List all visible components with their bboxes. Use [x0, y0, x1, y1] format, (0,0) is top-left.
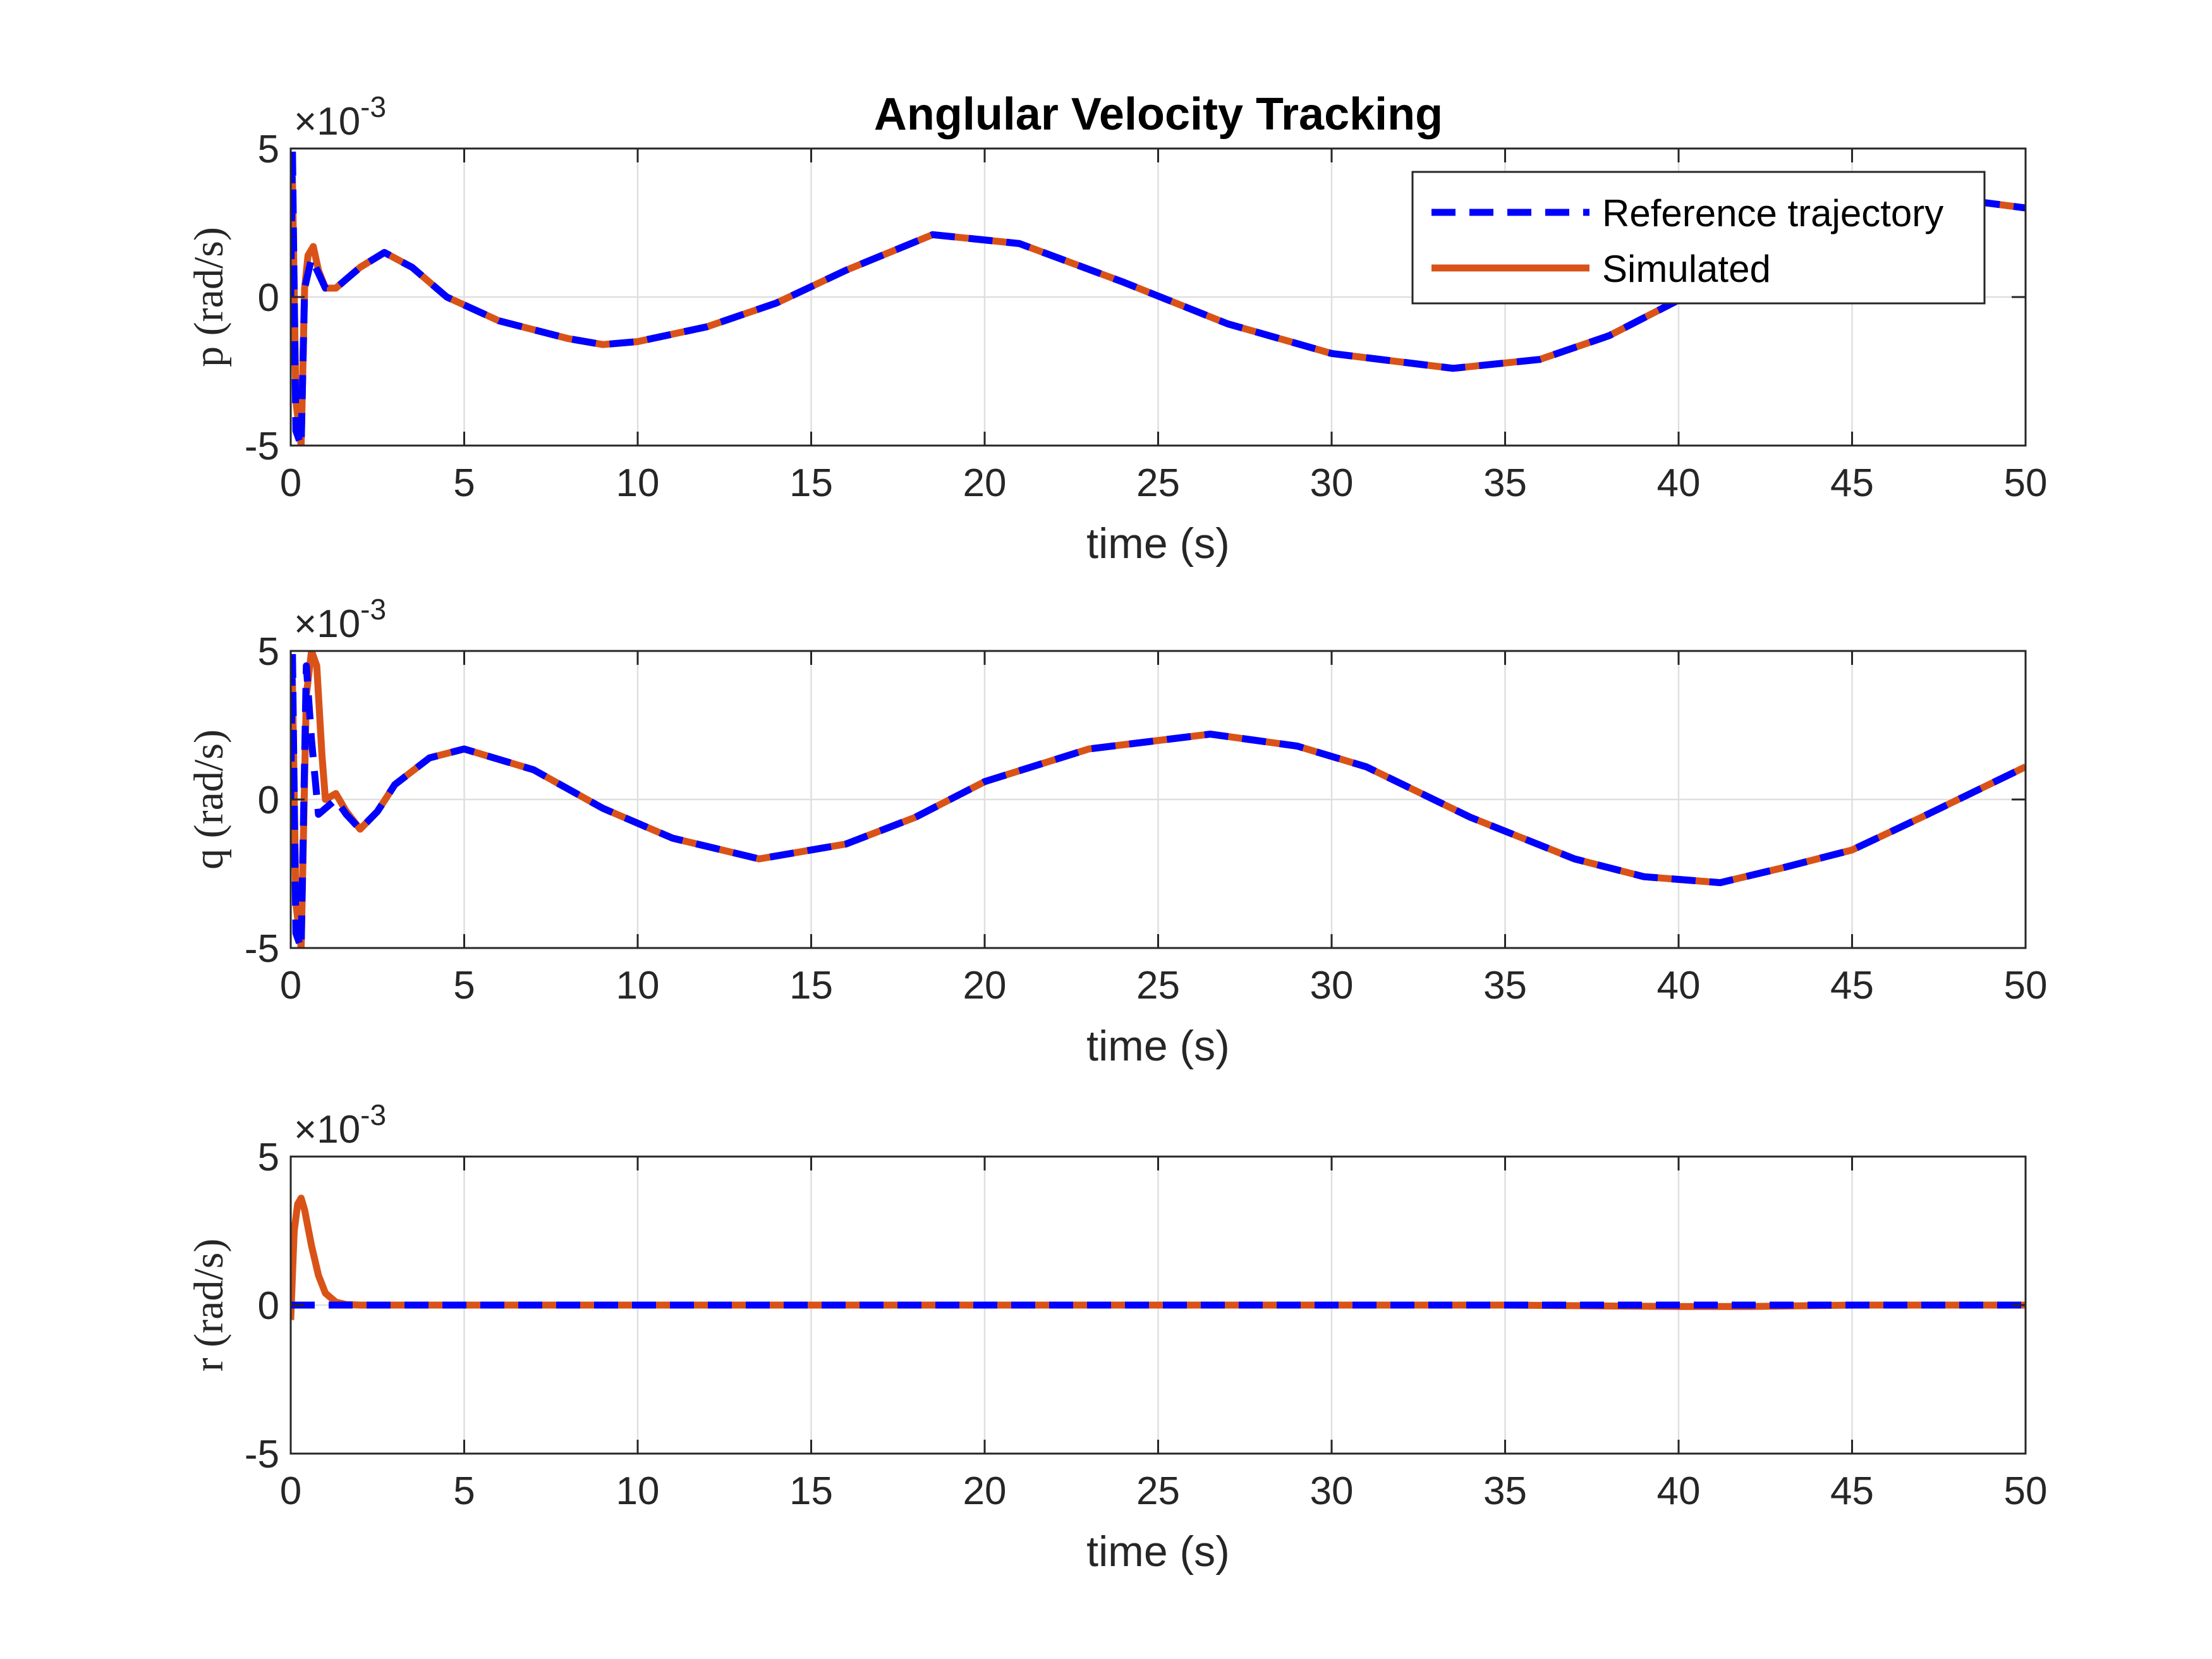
x-tick-label: 35: [1483, 461, 1527, 505]
x-tick-label: 15: [789, 461, 833, 505]
y-tick-label: -5: [245, 927, 279, 971]
exponent-power: -3: [360, 593, 386, 626]
x-tick-label: 30: [1310, 461, 1354, 505]
y-exponent-label: ×10-3: [294, 1098, 386, 1152]
x-tick-label: 30: [1310, 964, 1354, 1007]
x-tick-label: 25: [1136, 461, 1180, 505]
x-tick-label: 0: [280, 1469, 301, 1513]
x-tick-label: 15: [789, 964, 833, 1007]
legend: Reference trajectory Simulated: [1411, 171, 1986, 305]
y-tick-label: -5: [245, 425, 279, 468]
x-tick-label: 50: [2004, 1469, 2048, 1513]
y-tick-label: 0: [258, 276, 279, 320]
y-exponent-label: ×10-3: [294, 593, 386, 646]
exponent-base: ×10: [294, 1108, 360, 1152]
x-tick-label: 25: [1136, 1469, 1180, 1513]
exponent-power: -3: [360, 90, 386, 123]
x-axis-label: time (s): [1086, 1528, 1230, 1576]
x-tick-label: 45: [1830, 1469, 1874, 1513]
y-tick-label: -5: [245, 1433, 279, 1476]
x-tick-label: 20: [963, 964, 1007, 1007]
y-exponent-label: ×10-3: [294, 90, 386, 143]
reference-trajectory-line: [291, 149, 2026, 446]
legend-simulated-label: Simulated: [1602, 248, 1771, 290]
x-tick-label: 45: [1830, 461, 1874, 505]
x-tick-label: 45: [1830, 964, 1874, 1007]
y-tick-label: 5: [258, 128, 279, 171]
y-axis-label: q (rad/s): [186, 729, 232, 870]
figure-title: Anglular Velocity Tracking: [874, 89, 1443, 140]
x-tick-label: 0: [280, 964, 301, 1007]
exponent-base: ×10: [294, 100, 360, 143]
legend-reference-label: Reference trajectory: [1602, 192, 1943, 234]
x-tick-label: 50: [2004, 461, 2048, 505]
series-group: [291, 1194, 2026, 1320]
x-tick-label: 40: [1657, 461, 1701, 505]
x-tick-label: 10: [616, 1469, 660, 1513]
y-tick-label: 5: [258, 1136, 279, 1179]
y-axis-label: p (rad/s): [186, 227, 232, 367]
y-axis-label: r (rad/s): [186, 1239, 232, 1372]
x-tick-label: 35: [1483, 1469, 1527, 1513]
x-tick-label: 20: [963, 461, 1007, 505]
x-tick-label: 10: [616, 461, 660, 505]
x-axis-label: time (s): [1086, 520, 1230, 568]
x-tick-label: 30: [1310, 1469, 1354, 1513]
y-tick-label: 0: [258, 779, 279, 822]
y-tick-label: 0: [258, 1284, 279, 1328]
x-tick-label: 20: [963, 1469, 1007, 1513]
x-tick-label: 25: [1136, 964, 1180, 1007]
x-tick-label: 40: [1657, 964, 1701, 1007]
x-tick-label: 5: [453, 461, 475, 505]
x-tick-label: 50: [2004, 964, 2048, 1007]
x-tick-label: 10: [616, 964, 660, 1007]
x-tick-label: 5: [453, 1469, 475, 1513]
y-tick-label: 5: [258, 630, 279, 674]
x-axis-label: time (s): [1086, 1022, 1230, 1070]
x-tick-label: 40: [1657, 1469, 1701, 1513]
x-tick-label: 5: [453, 964, 475, 1007]
exponent-power: -3: [360, 1098, 386, 1131]
reference-trajectory-line: [291, 651, 2026, 948]
series-group: [291, 149, 2026, 446]
series-group: [291, 651, 2026, 948]
legend-box: [1411, 171, 1986, 305]
x-tick-label: 35: [1483, 964, 1527, 1007]
x-tick-label: 15: [789, 1469, 833, 1513]
x-tick-label: 0: [280, 461, 301, 505]
exponent-base: ×10: [294, 602, 360, 646]
